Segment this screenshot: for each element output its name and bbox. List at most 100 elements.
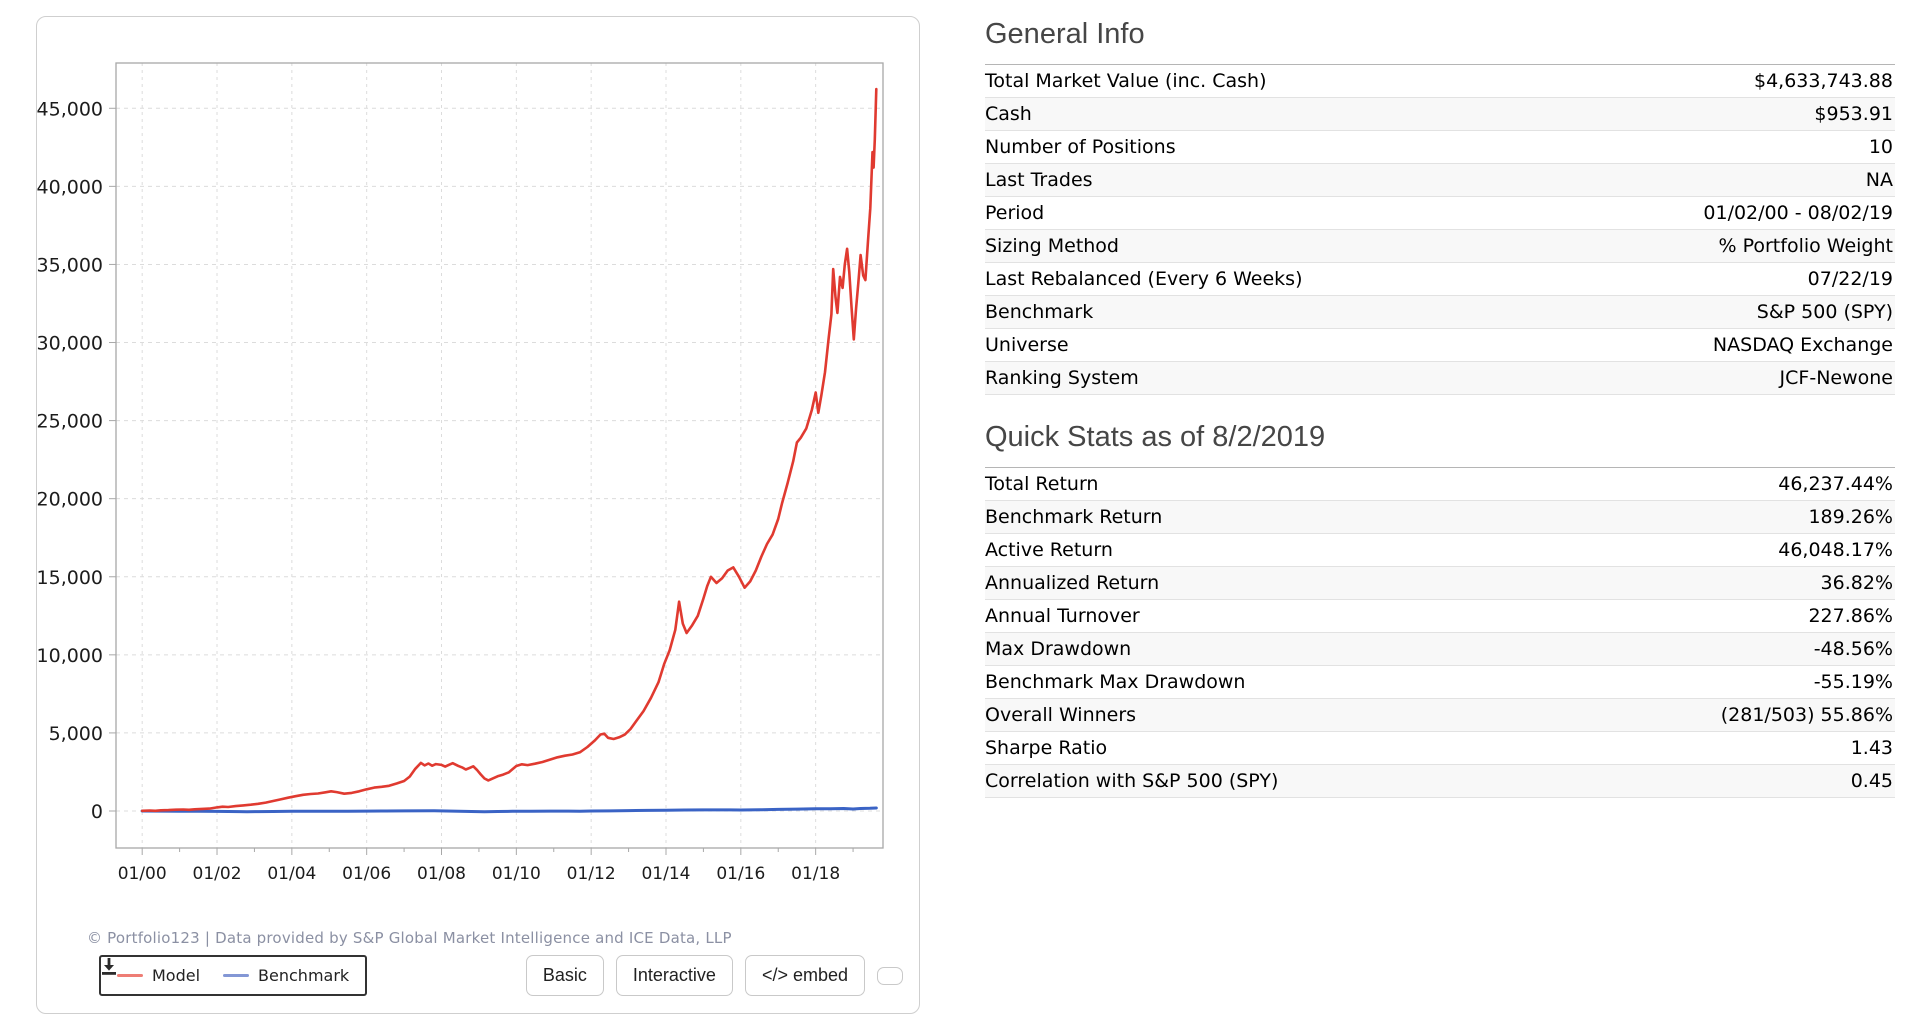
quick-stats-rule (985, 467, 1895, 468)
stat-row: Annual Turnover 227.86% (985, 600, 1895, 633)
chart-legend: Model Benchmark (99, 955, 368, 996)
benchmark-line-swatch (223, 974, 250, 977)
svg-text:5,000: 5,000 (49, 723, 103, 745)
stat-row: Max Drawdown -48.56% (985, 633, 1895, 666)
download-chart-button[interactable] (102, 958, 903, 985)
info-row-value: 07/22/19 (1807, 268, 1893, 290)
info-row-label: Last Rebalanced (Every 6 Weeks) (985, 268, 1303, 290)
info-row-label: Period (985, 202, 1045, 224)
info-panel: General Info Total Market Value (inc. Ca… (985, 14, 1895, 798)
legend-label-benchmark: Benchmark (258, 966, 350, 985)
info-row-label: Benchmark (985, 301, 1094, 323)
info-row-value[interactable]: JCF-Newone (1779, 367, 1893, 389)
stat-row-value: -55.19% (1813, 671, 1893, 693)
stat-row: Active Return 46,048.17% (985, 534, 1895, 567)
stat-row-label: Total Return (985, 473, 1099, 495)
info-row-value: $953.91 (1814, 103, 1893, 125)
info-row-value: 01/02/00 - 08/02/19 (1703, 202, 1893, 224)
svg-text:15,000: 15,000 (37, 567, 103, 589)
stat-row-value: 189.26% (1808, 506, 1893, 528)
info-row-label[interactable]: Number of Positions (985, 136, 1176, 158)
info-row-label: Cash (985, 103, 1032, 125)
stat-row-value: 0.45 (1850, 770, 1893, 792)
svg-text:40,000: 40,000 (37, 176, 103, 198)
svg-text:0: 0 (91, 801, 103, 823)
info-row-value: NA (1865, 169, 1893, 191)
info-row: Last Rebalanced (Every 6 Weeks) 07/22/19 (985, 263, 1895, 296)
interactive-view-button[interactable]: Interactive (615, 955, 733, 996)
benchmark-line (140, 806, 878, 814)
stat-row-value: (281/503) 55.86% (1720, 704, 1893, 726)
svg-text:35,000: 35,000 (37, 254, 103, 276)
stat-row-value: -48.56% (1813, 638, 1893, 660)
stat-row: Benchmark Max Drawdown -55.19% (985, 666, 1895, 699)
svg-text:01/10: 01/10 (492, 864, 541, 884)
stat-row-value: 46,048.17% (1778, 539, 1893, 561)
info-row: Period 01/02/00 - 08/02/19 (985, 197, 1895, 230)
svg-text:01/00: 01/00 (118, 864, 167, 884)
info-row-value[interactable]: 10 (1868, 136, 1893, 158)
equity-curve-card: 0 5,000 10,000 15,000 20,000 25,000 30,000 35,0… (36, 16, 920, 1014)
stat-row-label: Annual Turnover (985, 605, 1140, 627)
stat-row: Benchmark Return 189.26% (985, 501, 1895, 534)
info-row-value: % Portfolio Weight (1718, 235, 1894, 257)
info-row: Total Market Value (inc. Cash) $4,633,743… (985, 65, 1895, 98)
stat-row: Total Return 46,237.44% (985, 468, 1895, 501)
model-line (140, 87, 878, 813)
info-row-value: NASDAQ Exchange (1712, 334, 1893, 356)
svg-text:01/12: 01/12 (567, 864, 616, 884)
stat-row-value: 227.86% (1808, 605, 1893, 627)
info-row: Cash $953.91 (985, 98, 1895, 131)
svg-text:30,000: 30,000 (37, 333, 103, 355)
stat-row-label: Annualized Return (985, 572, 1160, 594)
info-row-value: S&P 500 (SPY) (1756, 301, 1893, 323)
download-icon (102, 958, 116, 975)
info-row-label: Total Market Value (inc. Cash) (985, 70, 1267, 92)
info-row-label: Ranking System (985, 367, 1139, 389)
stat-row: Overall Winners (281/503) 55.86% (985, 699, 1895, 732)
svg-text:01/06: 01/06 (342, 864, 391, 884)
basic-view-button[interactable]: Basic (525, 955, 604, 996)
stat-row-label: Max Drawdown (985, 638, 1132, 660)
stat-row-label: Benchmark Return (985, 506, 1163, 528)
stat-row: Sharpe Ratio 1.43 (985, 732, 1895, 765)
info-row: Last Trades NA (985, 164, 1895, 197)
general-info-title: General Info (985, 18, 1145, 50)
info-row-label: Universe (985, 334, 1069, 356)
info-row-label: Sizing Method (985, 235, 1119, 257)
chart-view-buttons: Basic Interactive </> embed (102, 955, 903, 996)
info-row: Benchmark S&P 500 (SPY) (985, 296, 1895, 329)
svg-text:01/08: 01/08 (417, 864, 466, 884)
equity-curve-chart: 0 5,000 10,000 15,000 20,000 25,000 30,000 35,0… (37, 62, 884, 884)
info-row: Number of Positions 10 (985, 131, 1895, 164)
svg-text:25,000: 25,000 (37, 411, 103, 433)
info-row: Universe NASDAQ Exchange (985, 329, 1895, 362)
stat-row-label: Overall Winners (985, 704, 1137, 726)
info-row-value: $4,633,743.88 (1753, 70, 1893, 92)
quick-stats-title: Quick Stats as of 8/2/2019 (985, 421, 1326, 453)
info-row: Sizing Method % Portfolio Weight (985, 230, 1895, 263)
stat-row-label: Sharpe Ratio (985, 737, 1108, 759)
svg-text:01/18: 01/18 (791, 864, 840, 884)
stat-row-value: 46,237.44% (1778, 473, 1893, 495)
embed-button[interactable]: </> embed (744, 955, 865, 996)
stat-row-label: Benchmark Max Drawdown (985, 671, 1246, 693)
info-row-label: Last Trades (985, 169, 1093, 191)
model-line-swatch (117, 974, 143, 977)
stat-row-value: 1.43 (1850, 737, 1893, 759)
svg-text:45,000: 45,000 (37, 98, 103, 120)
svg-text:01/02: 01/02 (193, 864, 242, 884)
svg-text:20,000: 20,000 (37, 489, 103, 511)
stat-row-label: Correlation with S&P 500 (SPY) (985, 770, 1279, 792)
general-info-table: Total Market Value (inc. Cash) $4,633,743… (985, 65, 1895, 395)
data-attribution: © Portfolio123 | Data provided by S&P Gl… (87, 929, 732, 947)
general-info-rule (985, 64, 1895, 65)
stat-row: Annualized Return 36.82% (985, 567, 1895, 600)
info-row: Ranking System JCF-Newone (985, 362, 1895, 395)
svg-text:01/14: 01/14 (641, 864, 690, 884)
svg-text:01/04: 01/04 (267, 864, 316, 884)
svg-text:10,000: 10,000 (37, 645, 103, 667)
chart-controls-row: Model Benchmark Basic Interactive </> em… (99, 955, 903, 996)
stat-row-label: Active Return (985, 539, 1113, 561)
